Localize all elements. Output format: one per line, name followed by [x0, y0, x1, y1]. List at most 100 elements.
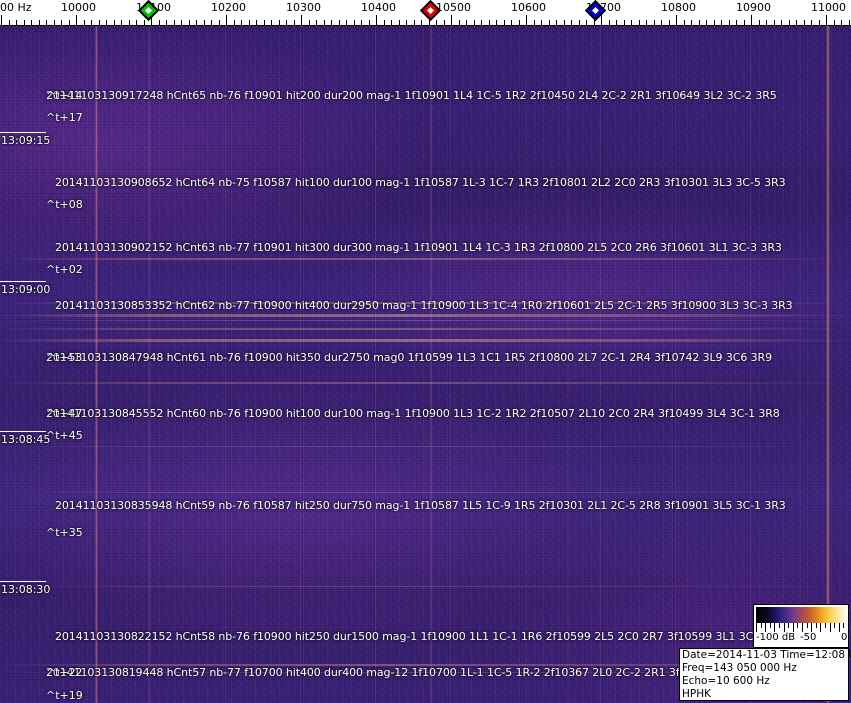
frequency-minor-tick [61, 20, 62, 26]
frequency-minor-tick [759, 20, 760, 26]
carrier-line [750, 26, 751, 703]
frequency-minor-tick [781, 20, 782, 26]
colorbar-major-tick [830, 623, 831, 632]
frequency-minor-tick [564, 20, 565, 26]
time-offset-marker: ^t+14 [46, 89, 83, 102]
event-record-line: 20141103130902152 hCnt63 nb-77 f10901 hi… [55, 241, 782, 254]
frequency-minor-tick [391, 20, 392, 26]
frequency-minor-tick [729, 20, 730, 26]
frequency-minor-tick [609, 20, 610, 26]
event-record-line: 20141103130845552 hCnt60 nb-76 f10900 hi… [46, 407, 780, 420]
frequency-minor-tick [84, 20, 85, 26]
frequency-major-tick [451, 15, 452, 26]
frequency-minor-tick [249, 20, 250, 26]
frequency-minor-tick [346, 20, 347, 26]
event-record-line: 20141103130917248 hCnt65 nb-76 f10901 hi… [46, 89, 777, 102]
colorbar-major-tick [765, 623, 766, 632]
frequency-minor-tick [459, 20, 460, 26]
frequency-minor-tick [54, 20, 55, 26]
frequency-minor-tick [849, 20, 850, 26]
colorbar-minor-tick [761, 623, 762, 628]
time-axis-rule [0, 132, 46, 133]
noise-texture-layer-c [0, 26, 851, 703]
spectrogram-canvas[interactable]: 13:09:15 13:09:00 13:08:45 13:08:30 2014110… [0, 26, 851, 703]
time-offset-marker: ^t+08 [46, 198, 83, 211]
carrier-line [568, 26, 569, 703]
time-offset-marker: ^t+17 [46, 111, 83, 124]
frequency-major-tick [676, 15, 677, 26]
event-record-line: 20141103130908652 hCnt64 nb-75 f10587 hi… [55, 176, 786, 189]
time-offset-marker: ^t+53 [46, 351, 83, 364]
colorbar-minor-tick [788, 623, 789, 628]
frequency-minor-tick [436, 20, 437, 26]
frequency-minor-tick [714, 20, 715, 26]
frequency-minor-tick [579, 20, 580, 26]
frequency-minor-tick [556, 20, 557, 26]
colorbar-minor-tick [807, 623, 808, 628]
carrier-line [826, 26, 830, 703]
time-offset-marker: ^t+35 [46, 526, 83, 539]
colorbar-label-min: -100 dB [756, 632, 796, 643]
frequency-minor-tick [706, 20, 707, 26]
frequency-minor-tick [316, 20, 317, 26]
carrier-line [800, 26, 801, 703]
event-record-line: 20141103130819448 hCnt57 nb-77 f10700 hi… [46, 666, 787, 679]
event-record-line: 20141103130853352 hCnt62 nb-77 f10900 hi… [55, 299, 793, 312]
frequency-minor-tick [271, 20, 272, 26]
frequency-minor-tick [789, 20, 790, 26]
info-echo: Echo=10 600 Hz [682, 675, 770, 687]
frequency-minor-tick [99, 20, 100, 26]
frequency-minor-tick [399, 20, 400, 26]
time-axis-label: 13:09:00 [1, 283, 51, 296]
frequency-minor-tick [406, 20, 407, 26]
colorbar-minor-tick [797, 623, 798, 628]
frequency-minor-tick [421, 20, 422, 26]
time-offset-marker: ^t+22 [46, 666, 83, 679]
frequency-minor-tick [511, 20, 512, 26]
frequency-minor-tick [819, 20, 820, 26]
frequency-minor-tick [699, 20, 700, 26]
meteor-echo-streak [0, 492, 851, 493]
frequency-tick-label: 11000 [811, 1, 846, 14]
noise-texture-layer-b [0, 26, 851, 703]
time-offset-marker: ^t+19 [46, 689, 83, 702]
info-station: HPHK [682, 688, 712, 700]
meteor-echo-streak [0, 320, 851, 321]
frequency-tick-label: 10500 [436, 1, 471, 14]
frequency-minor-tick [129, 20, 130, 26]
noise-texture-layer-a [0, 26, 851, 703]
frequency-minor-tick [594, 20, 595, 26]
frequency-tick-label: 10300 [286, 1, 321, 14]
carrier-line [148, 26, 150, 703]
frequency-minor-tick [9, 20, 10, 26]
frequency-major-tick [76, 15, 77, 26]
frequency-minor-tick [331, 20, 332, 26]
frequency-major-tick [376, 15, 377, 26]
frequency-minor-tick [474, 20, 475, 26]
frequency-minor-tick [166, 20, 167, 26]
time-axis-label: 13:09:15 [1, 134, 51, 147]
frequency-minor-tick [211, 20, 212, 26]
frequency-tick-label: 9900 Hz [0, 1, 32, 14]
frequency-minor-tick [639, 20, 640, 26]
event-record-line: 20141103130835948 hCnt59 nb-76 f10587 hi… [55, 499, 786, 512]
frequency-minor-tick [744, 20, 745, 26]
carrier-line [225, 26, 226, 703]
frequency-minor-tick [811, 20, 812, 26]
frequency-minor-tick [279, 20, 280, 26]
frequency-ruler[interactable]: 9900 Hz100001010010200103001040010500106… [0, 0, 851, 26]
frequency-tick-label: 10000 [61, 1, 96, 14]
frequency-minor-tick [631, 20, 632, 26]
colorbar-minor-tick [843, 623, 844, 628]
marker-center-dot [591, 6, 600, 15]
colorbar-label-max: 0 [841, 632, 848, 643]
time-offset-marker: ^t+47 [46, 407, 83, 420]
meteor-echo-streak [0, 446, 851, 447]
frequency-minor-tick [264, 20, 265, 26]
frequency-minor-tick [369, 20, 370, 26]
carrier-line [95, 26, 98, 703]
frequency-minor-tick [39, 20, 40, 26]
time-axis-rule [0, 431, 46, 432]
frequency-minor-tick [361, 20, 362, 26]
frequency-minor-tick [429, 20, 430, 26]
